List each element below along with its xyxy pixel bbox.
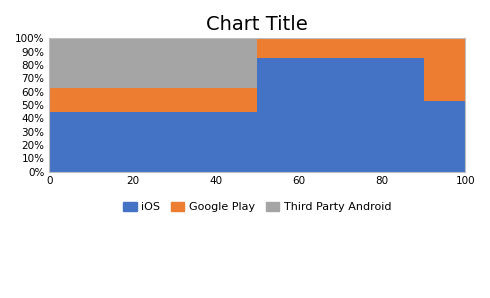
Bar bbox=[49, 38, 257, 88]
Bar bbox=[423, 101, 465, 172]
Bar bbox=[49, 112, 257, 172]
Bar bbox=[257, 58, 423, 172]
Bar bbox=[49, 88, 257, 112]
Bar bbox=[257, 38, 423, 58]
Bar bbox=[423, 38, 465, 101]
Title: Chart Title: Chart Title bbox=[206, 15, 308, 34]
Legend: iOS, Google Play, Third Party Android: iOS, Google Play, Third Party Android bbox=[119, 197, 396, 217]
